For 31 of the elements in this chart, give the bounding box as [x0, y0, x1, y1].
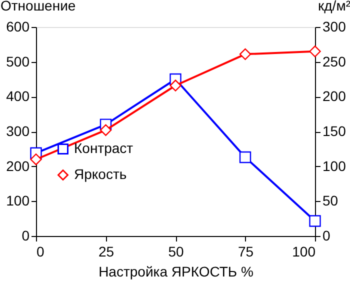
legend-label: Яркость — [74, 166, 127, 182]
y-tick-label: 400 — [6, 88, 30, 104]
y2-tick-label: 250 — [322, 53, 346, 70]
y2-tick-label: 150 — [322, 123, 346, 139]
legend-label: Контраст — [74, 140, 134, 156]
x-tick-label: 25 — [98, 244, 114, 260]
x-tick-label: 0 — [36, 244, 44, 260]
y2-tick-label: 200 — [322, 88, 346, 104]
y2-tick-label: 0 — [322, 228, 330, 244]
point — [309, 46, 321, 58]
point — [309, 215, 321, 227]
y-tick-label: 100 — [6, 192, 30, 209]
y-tick-label: 300 — [6, 123, 30, 139]
point — [239, 48, 252, 60]
y-tick-label: 200 — [6, 158, 30, 174]
x-tick-label: 75 — [238, 244, 254, 260]
y2-tick-label: 300 — [322, 18, 346, 34]
x-axis-title: Настройка ЯРКОСТЬ % — [98, 264, 254, 280]
point — [170, 80, 182, 92]
x-tick-label: 100 — [292, 244, 316, 260]
y-tick-label: 600 — [6, 18, 30, 34]
point — [239, 151, 252, 164]
point — [30, 154, 42, 166]
y2-tick-label: 50 — [322, 192, 338, 209]
y2-axis-title: кд/м² — [318, 0, 350, 14]
y-tick-label: 500 — [6, 53, 30, 70]
y-tick-label: 0 — [22, 228, 30, 244]
y-axis-title: Отношение — [0, 0, 76, 14]
point — [100, 124, 112, 136]
x-tick-label: 50 — [168, 244, 184, 260]
y2-tick-label: 100 — [322, 158, 346, 174]
